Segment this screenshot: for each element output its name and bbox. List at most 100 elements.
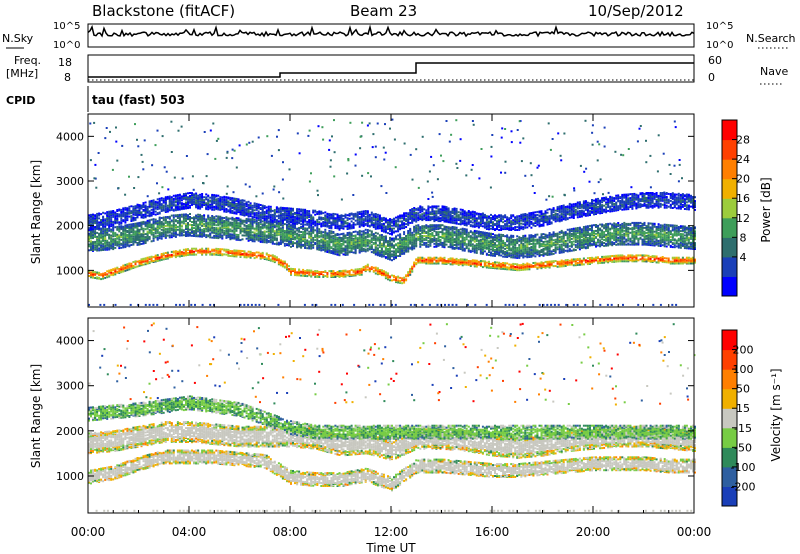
power-cell	[225, 248, 228, 251]
power-cell	[336, 275, 339, 277]
power-cell	[562, 231, 565, 234]
power-cell	[261, 223, 264, 226]
power-cell	[405, 278, 408, 281]
power-cell	[255, 222, 258, 225]
power-cell	[546, 253, 549, 255]
power-cell	[370, 241, 373, 244]
power-cell	[136, 227, 139, 230]
power-cell	[336, 247, 339, 250]
power-cell	[556, 246, 559, 249]
power-cell	[225, 253, 228, 256]
power-cell	[336, 245, 339, 248]
power-cell	[332, 247, 335, 250]
power-cell	[403, 251, 406, 254]
power-cell	[92, 233, 94, 236]
power-cell	[247, 218, 250, 221]
power-cell	[158, 259, 161, 262]
power-cell	[249, 239, 252, 241]
power-cell	[229, 255, 232, 257]
power-cell	[318, 232, 321, 235]
power-cell	[433, 230, 436, 233]
power-cell	[605, 260, 608, 263]
power-cell	[249, 218, 252, 221]
power-cell	[108, 233, 111, 236]
power-cell	[554, 246, 557, 249]
power-cell	[142, 263, 145, 266]
power-cell	[417, 231, 420, 234]
power-cell	[548, 236, 551, 238]
power-cell	[467, 235, 470, 238]
power-cell	[411, 241, 414, 244]
power-cell	[312, 243, 315, 246]
power-cell	[516, 263, 519, 266]
power-cell	[431, 224, 434, 227]
power-cell	[574, 232, 577, 235]
power-cell	[346, 251, 349, 254]
power-cell	[174, 219, 177, 222]
power-cell	[350, 237, 353, 240]
power-cell	[657, 257, 660, 260]
power-cell	[162, 235, 165, 238]
power-cell	[397, 242, 400, 245]
power-cell	[419, 242, 422, 245]
power-cell	[221, 253, 224, 256]
power-cell	[455, 234, 458, 237]
power-cell	[322, 236, 325, 239]
power-cell	[629, 256, 632, 259]
power-cell	[189, 231, 191, 234]
power-cell	[172, 218, 175, 221]
power-cell	[560, 235, 563, 238]
power-cell	[572, 227, 575, 230]
power-cell	[128, 268, 131, 271]
power-cell	[316, 239, 319, 242]
power-cell	[334, 236, 337, 239]
power-cell	[193, 247, 195, 250]
power-cell	[255, 219, 258, 222]
power-cell	[502, 264, 505, 266]
power-cell	[425, 258, 428, 261]
cpid-label: CPID	[6, 94, 35, 107]
power-cell	[290, 267, 292, 270]
power-cell	[415, 237, 418, 240]
power-cell	[694, 258, 696, 261]
power-cell	[336, 233, 339, 235]
power-cell	[134, 266, 137, 269]
power-cell	[350, 232, 353, 235]
power-cell	[239, 225, 242, 228]
power-cell	[465, 258, 468, 261]
power-cell	[623, 260, 626, 263]
power-cell	[401, 244, 404, 246]
power-cell	[530, 234, 533, 237]
power-cell	[306, 247, 309, 250]
power-cell	[411, 238, 414, 241]
power-cell	[114, 243, 117, 246]
power-cell	[457, 259, 460, 262]
power-cell	[403, 242, 406, 245]
power-cell	[237, 252, 240, 255]
power-cell	[483, 241, 486, 244]
power-cell	[275, 242, 278, 245]
power-cell	[231, 229, 234, 232]
power-cell	[665, 257, 668, 260]
power-cell	[191, 247, 193, 250]
power-cell	[526, 237, 529, 240]
power-cell	[433, 235, 436, 237]
power-cell	[269, 241, 272, 244]
power-cell	[267, 254, 270, 257]
power-cell	[199, 231, 202, 234]
power-cell	[178, 227, 181, 230]
power-cell	[483, 244, 486, 247]
power-cell	[330, 274, 333, 276]
power-cell	[342, 269, 345, 272]
power-cell	[528, 247, 531, 250]
power-cell	[520, 264, 523, 267]
power-cell	[576, 264, 579, 266]
power-cell	[263, 226, 266, 229]
power-cell	[292, 236, 294, 239]
power-cell	[473, 249, 476, 252]
power-cell	[219, 223, 222, 226]
power-cell	[100, 227, 103, 230]
power-cell	[504, 242, 507, 244]
power-cell	[534, 265, 537, 268]
power-cell	[544, 237, 547, 240]
